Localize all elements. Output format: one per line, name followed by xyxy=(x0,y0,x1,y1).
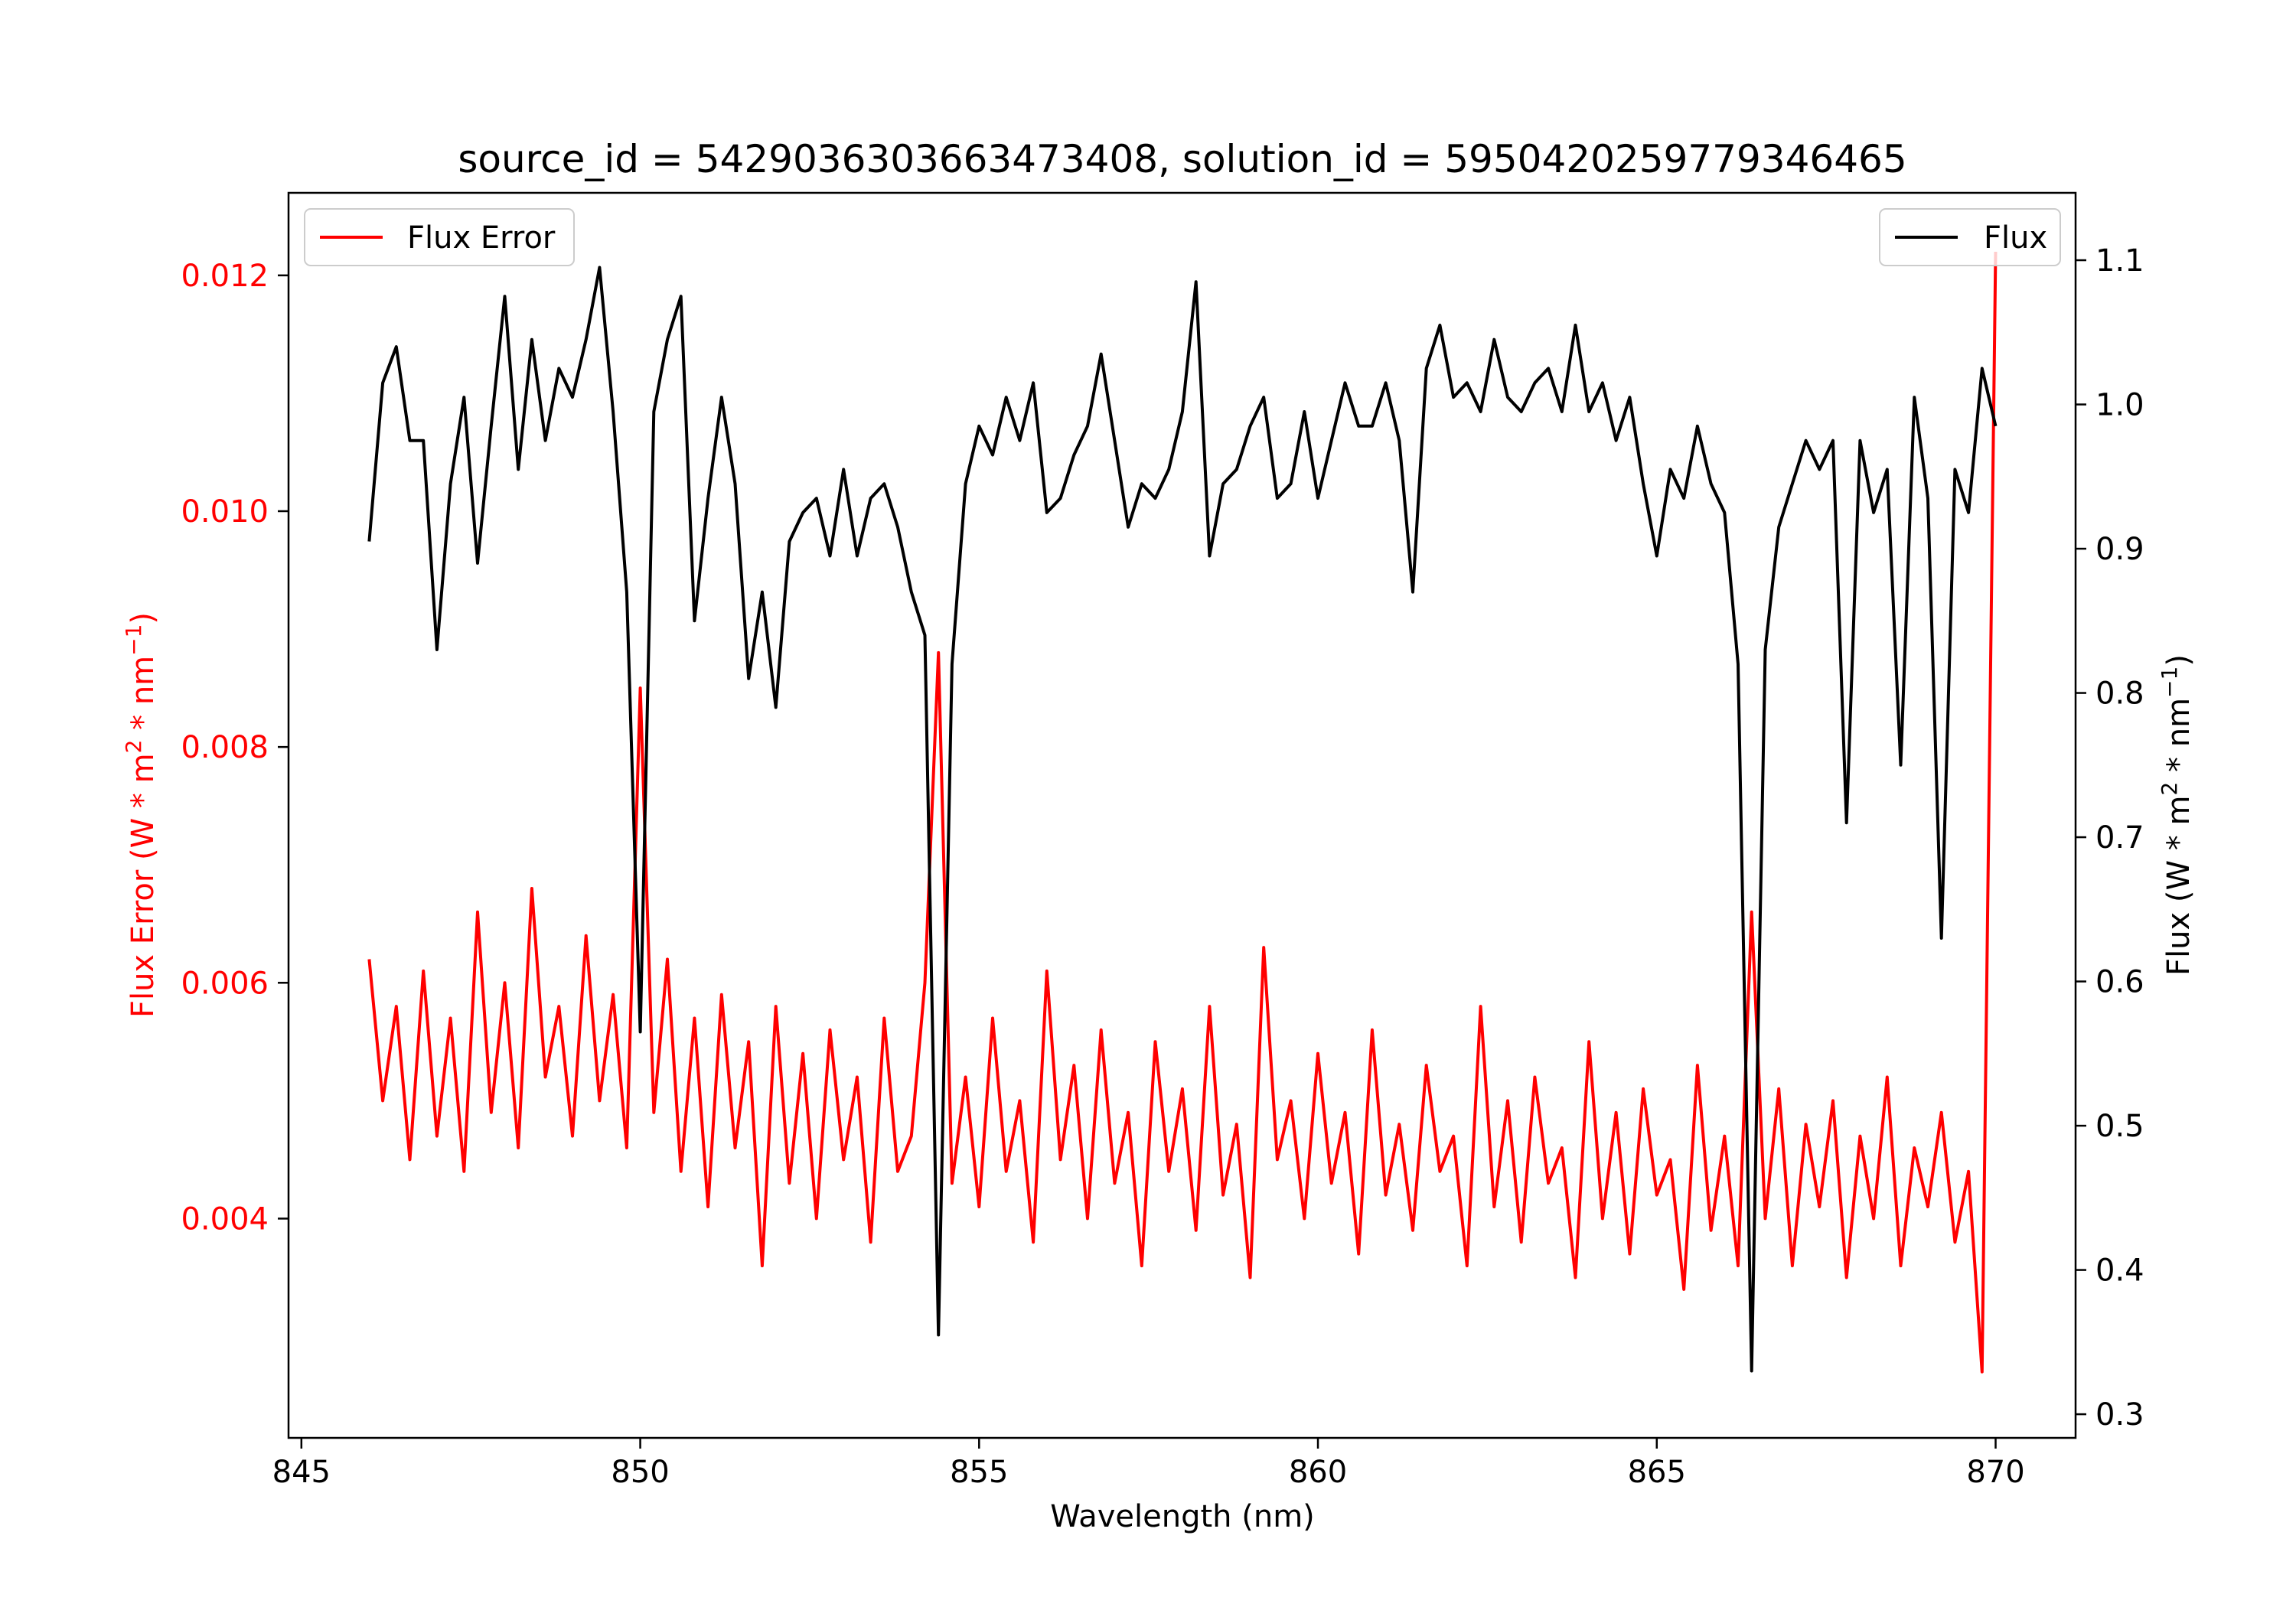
y-right-tick-label: 0.6 xyxy=(2095,965,2144,1000)
y-right-tick-label: 0.9 xyxy=(2095,532,2144,567)
legend-flux: Flux xyxy=(1879,208,2061,266)
legend-flux-error: Flux Error xyxy=(304,208,575,266)
y-axis-right-label: Flux (W * m2 * nm−1) xyxy=(2157,654,2197,976)
x-tick-label: 855 xyxy=(950,1455,1008,1490)
y-right-tick-label: 0.4 xyxy=(2095,1253,2144,1289)
y-right-tick-label: 0.7 xyxy=(2095,820,2144,856)
series-line-flux-error xyxy=(367,251,1998,1374)
y-right-label-end: ) xyxy=(2161,654,2197,667)
x-axis-label: Wavelength (nm) xyxy=(1050,1499,1315,1534)
y-axis-left-label: Flux Error (W * m2 * nm−1) xyxy=(121,612,161,1018)
x-tick-label: 865 xyxy=(1628,1455,1686,1490)
y-right-label-mid: * nm xyxy=(2161,698,2197,782)
y-right-tick-label: 1.0 xyxy=(2095,388,2144,423)
legend-label-flux-error: Flux Error xyxy=(407,220,556,256)
chart-title: source_id = 5429036303663473408, solutio… xyxy=(458,137,1906,181)
y-left-tick-label: 0.006 xyxy=(181,966,269,1001)
y-left-tick-label: 0.008 xyxy=(181,730,269,765)
y-right-label-sup2: −1 xyxy=(2157,667,2182,698)
y-right-tick-label: 0.3 xyxy=(2095,1397,2144,1433)
plot-area xyxy=(367,251,1998,1374)
x-tick-label: 860 xyxy=(1289,1455,1347,1490)
legend-box xyxy=(1879,208,2061,266)
x-tick-label: 870 xyxy=(1966,1455,2024,1490)
y-axis-left: 0.004 0.006 0.008 0.010 0.012 xyxy=(181,259,289,1237)
y-right-tick-label: 1.1 xyxy=(2095,243,2144,279)
y-left-label-sup2: −1 xyxy=(121,624,146,656)
y-left-tick-label: 0.010 xyxy=(181,494,269,530)
axes-frame xyxy=(287,191,2077,1439)
y-right-label-main: Flux (W * m xyxy=(2161,796,2197,976)
y-right-tick-label: 0.5 xyxy=(2095,1109,2144,1144)
y-axis-right: 0.3 0.4 0.5 0.6 0.7 0.8 0.9 1.0 1.1 xyxy=(2076,243,2144,1433)
series-line-flux xyxy=(367,266,1998,1373)
x-tick-label: 850 xyxy=(611,1455,669,1490)
y-left-label-end: ) xyxy=(126,612,161,624)
y-right-label-sup: 2 xyxy=(2157,782,2182,796)
x-axis: 845 850 855 860 865 870 xyxy=(272,1438,2025,1490)
y-left-label-main: Flux Error (W * m xyxy=(126,753,161,1018)
legend-label-flux: Flux xyxy=(1984,220,2047,256)
legend-box xyxy=(304,208,575,266)
x-tick-label: 845 xyxy=(272,1455,331,1490)
y-left-tick-label: 0.004 xyxy=(181,1201,269,1237)
y-left-tick-label: 0.012 xyxy=(181,259,269,294)
y-left-label-sup: 2 xyxy=(121,740,146,754)
y-right-tick-label: 0.8 xyxy=(2095,676,2144,712)
y-left-label-mid: * nm xyxy=(126,656,161,740)
